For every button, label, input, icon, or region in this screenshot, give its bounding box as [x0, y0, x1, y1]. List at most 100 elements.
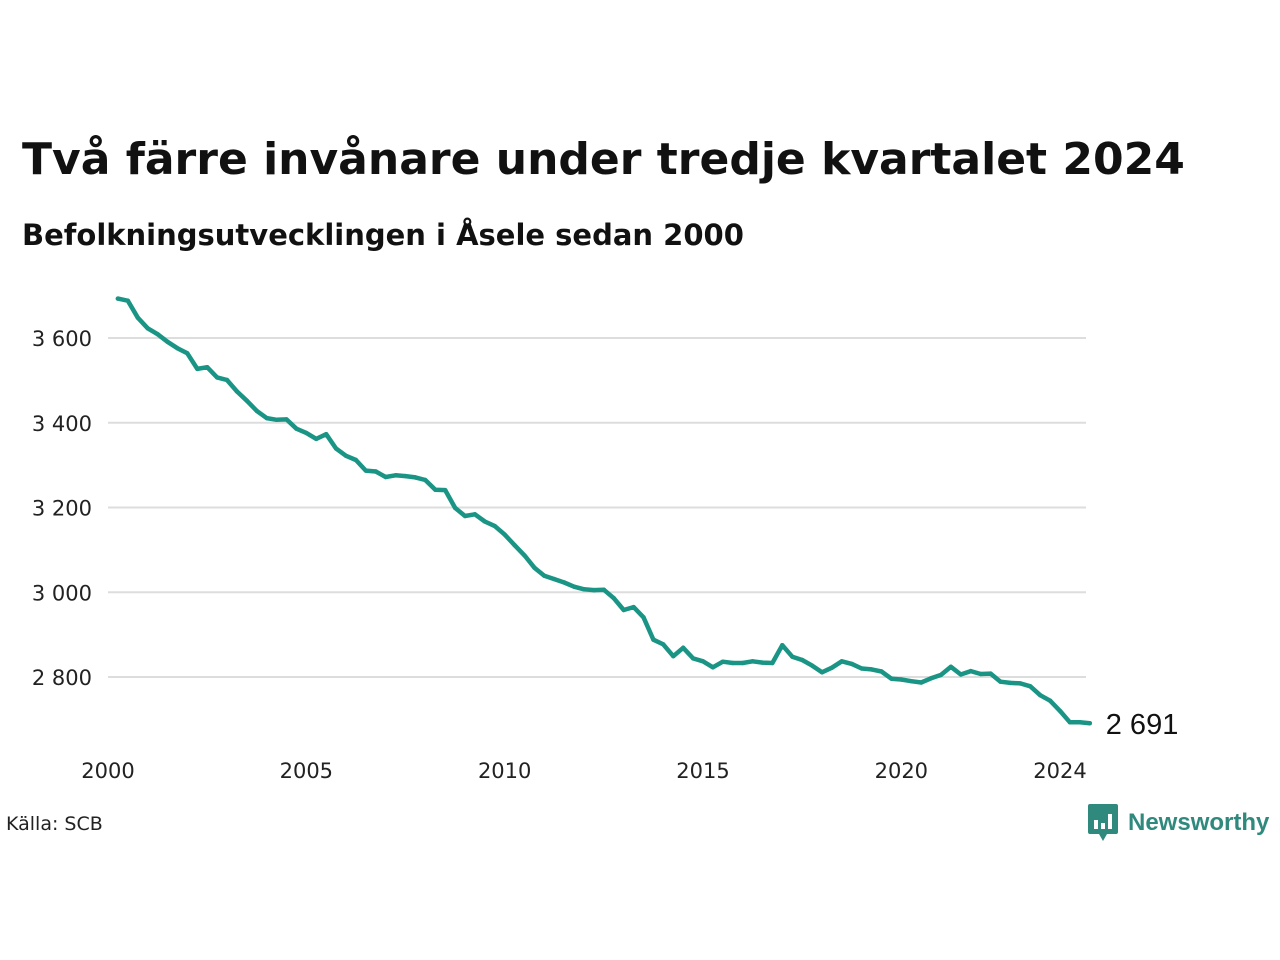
- data-point: [571, 584, 577, 589]
- data-point: [948, 664, 954, 669]
- data-point: [1038, 693, 1043, 698]
- data-point: [443, 487, 448, 493]
- data-point: [383, 474, 388, 480]
- data-point: [988, 671, 993, 676]
- data-point: [115, 296, 121, 301]
- data-point: [324, 432, 329, 437]
- data-point: [413, 475, 418, 480]
- newsworthy-logo-text: Newsworthy: [1128, 809, 1270, 836]
- x-tick-label: 2000: [81, 759, 134, 783]
- data-point: [790, 654, 795, 659]
- series-layer: [115, 296, 1093, 726]
- data-point: [968, 668, 973, 674]
- data-point: [591, 587, 597, 593]
- data-point: [869, 667, 874, 672]
- logo-bar-2: [1101, 823, 1105, 829]
- data-point: [800, 657, 805, 663]
- data-point: [1077, 720, 1083, 725]
- data-point: [601, 587, 606, 592]
- data-point: [938, 672, 944, 678]
- data-point: [631, 604, 636, 610]
- data-point: [284, 417, 289, 422]
- data-point: [760, 660, 765, 665]
- data-point: [462, 513, 468, 519]
- x-tick-label: 2010: [478, 759, 531, 783]
- chart-title: Två färre invånare under tredje kvartale…: [22, 134, 1185, 185]
- data-point: [185, 351, 190, 356]
- grid-lines: [108, 337, 1086, 678]
- x-tick-label: 2024: [1033, 759, 1086, 783]
- data-point: [552, 576, 557, 582]
- data-point: [780, 643, 785, 648]
- data-point: [562, 580, 567, 585]
- newsworthy-logo: Newsworthy: [1088, 804, 1269, 842]
- data-point: [819, 670, 825, 675]
- series-line: [115, 296, 1093, 726]
- data-point: [730, 660, 735, 666]
- data-point: [502, 532, 507, 537]
- end-label-layer: 2 691: [1106, 709, 1179, 741]
- data-point: [958, 672, 963, 677]
- data-point: [274, 417, 279, 422]
- x-axis-ticks: 2000 2005 2010 2015 2020 2024: [81, 759, 1086, 783]
- data-point: [809, 663, 815, 668]
- end-value-label: 2 691: [1106, 709, 1179, 741]
- data-point: [205, 365, 210, 370]
- data-point: [165, 339, 170, 344]
- data-point: [353, 457, 359, 463]
- logo-bar-3: [1108, 814, 1112, 829]
- data-point: [720, 659, 725, 664]
- data-point: [492, 523, 497, 529]
- newsworthy-logo-icon: [1088, 804, 1118, 841]
- source-note: Källa: SCB: [6, 813, 103, 835]
- data-point: [224, 377, 230, 383]
- data-point: [829, 665, 835, 670]
- y-tick-label: 3 200: [32, 497, 92, 521]
- data-point: [581, 587, 587, 592]
- data-point: [611, 596, 616, 601]
- data-point: [393, 473, 398, 478]
- data-point: [452, 505, 458, 511]
- data-point: [195, 366, 200, 372]
- y-tick-label: 3 400: [32, 412, 92, 436]
- chart-subtitle: Befolkningsutvecklingen i Åsele sedan 20…: [22, 218, 744, 252]
- data-point: [294, 426, 299, 431]
- data-point: [879, 669, 884, 674]
- data-point: [909, 679, 914, 684]
- data-point: [135, 315, 140, 320]
- y-tick-label: 2 800: [32, 666, 92, 690]
- data-point: [671, 654, 676, 659]
- data-point: [839, 659, 844, 664]
- data-point: [343, 453, 349, 458]
- data-point: [373, 469, 378, 474]
- y-tick-label: 3 600: [32, 327, 92, 351]
- data-point: [681, 645, 686, 650]
- data-point: [145, 326, 150, 331]
- data-point: [214, 375, 220, 380]
- data-point: [710, 665, 716, 670]
- x-tick-label: 2005: [280, 759, 333, 783]
- data-point: [928, 676, 934, 681]
- x-tick-label: 2020: [875, 759, 928, 783]
- data-point: [512, 543, 517, 548]
- data-point: [244, 398, 249, 403]
- data-point: [264, 415, 269, 421]
- data-point: [363, 468, 368, 473]
- data-point: [740, 660, 745, 666]
- data-point: [651, 637, 656, 642]
- data-point: [998, 679, 1003, 684]
- data-point: [472, 512, 478, 517]
- data-point: [690, 656, 696, 661]
- data-point: [641, 615, 646, 620]
- data-point: [889, 676, 894, 681]
- data-point: [532, 565, 537, 570]
- data-point: [621, 607, 626, 613]
- data-point: [1028, 684, 1033, 689]
- data-point: [1067, 720, 1073, 725]
- data-point: [304, 430, 309, 436]
- data-point: [542, 573, 547, 578]
- data-point: [522, 553, 527, 558]
- x-tick-label: 2015: [676, 759, 729, 783]
- data-point: [482, 519, 487, 524]
- data-point: [1018, 681, 1023, 686]
